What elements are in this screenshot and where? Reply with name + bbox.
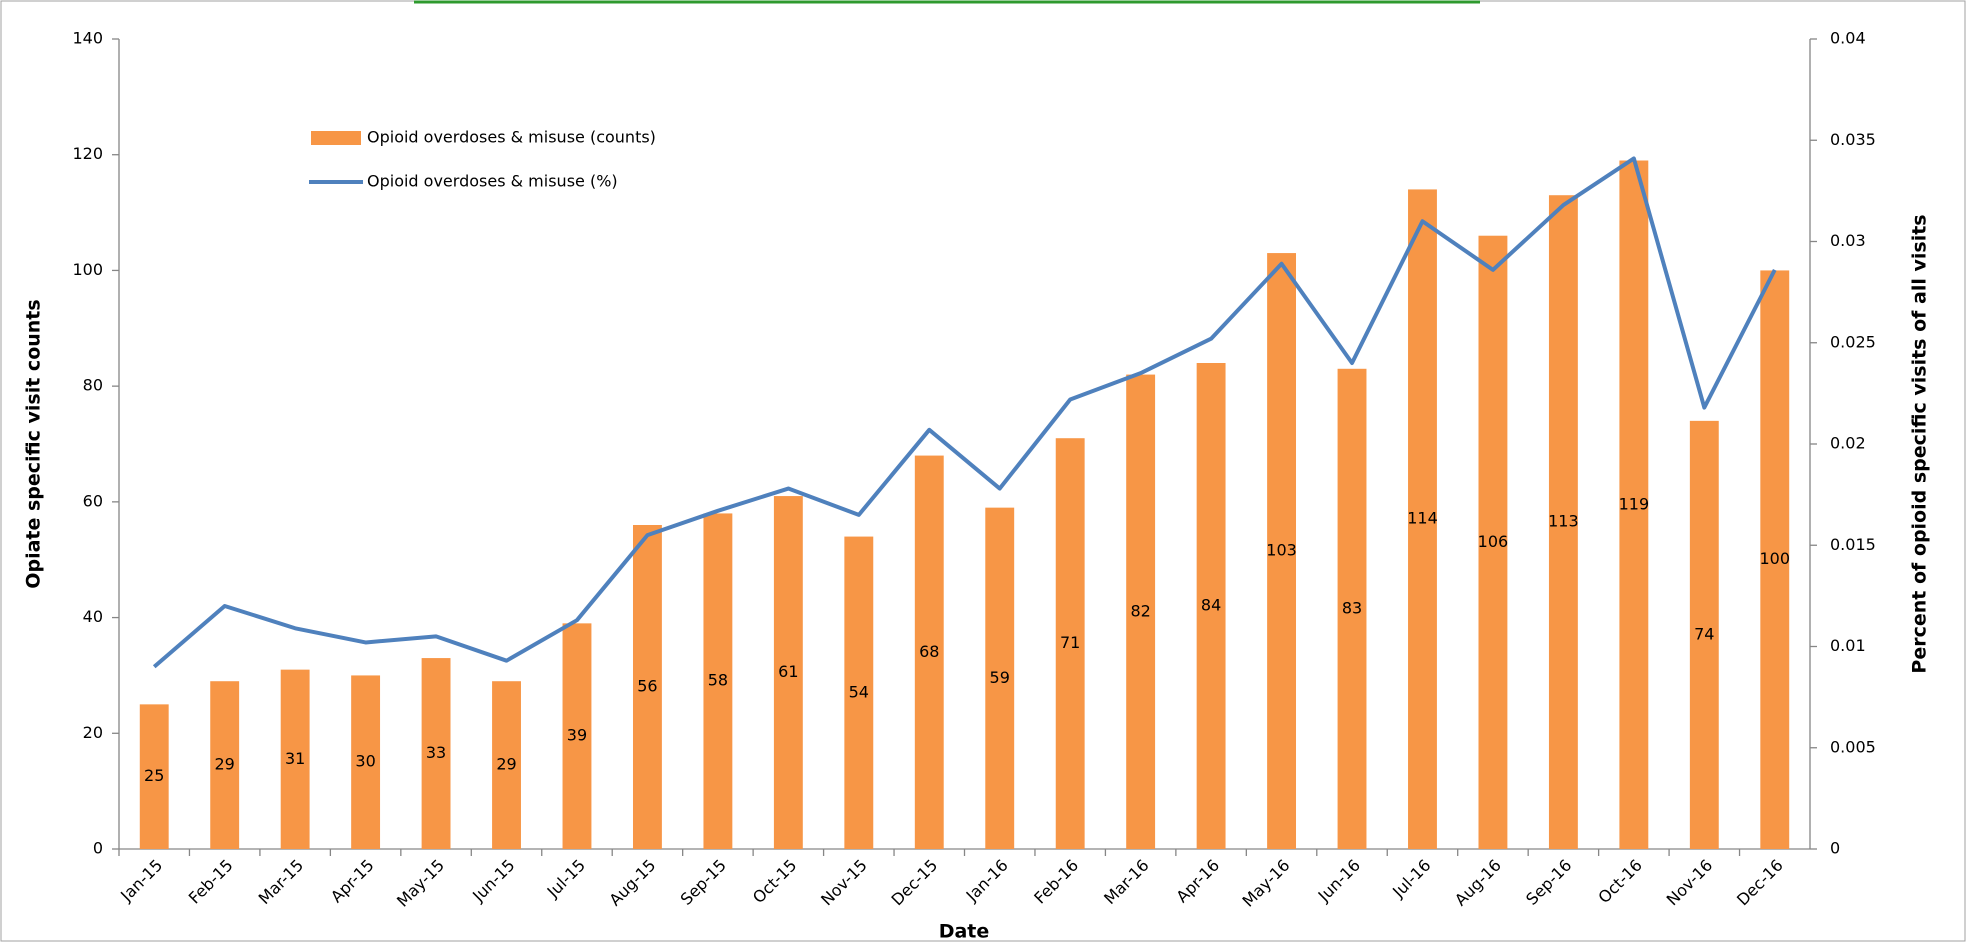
y2-tick-label: 0.04: [1830, 29, 1866, 48]
data-label: 71: [1060, 633, 1080, 652]
bar: [210, 681, 240, 849]
data-label: 84: [1201, 596, 1221, 615]
bar: [1619, 160, 1649, 849]
data-label: 74: [1694, 624, 1714, 643]
y-tick-label: 40: [83, 607, 103, 626]
legend-swatch: [311, 131, 361, 145]
bar: [844, 536, 874, 849]
bar: [1548, 195, 1578, 849]
y-tick-label: 20: [83, 723, 103, 742]
y2-tick-label: 0.005: [1830, 737, 1876, 756]
data-label: 30: [355, 752, 375, 771]
data-label: 119: [1619, 494, 1650, 513]
data-label: 33: [426, 743, 446, 762]
y-tick-label: 120: [72, 144, 103, 163]
bar: [492, 681, 521, 849]
data-label: 83: [1342, 598, 1362, 617]
bar: [421, 658, 451, 849]
y2-axis-title: Percent of opioid specific visits of all…: [1909, 214, 1931, 673]
y2-tick-label: 0.01: [1830, 636, 1866, 655]
y-tick-label: 80: [83, 376, 103, 395]
bar: [351, 675, 381, 849]
data-label: 82: [1130, 601, 1150, 620]
bar: [1478, 235, 1508, 849]
data-label: 59: [990, 668, 1010, 687]
data-label: 39: [567, 726, 587, 745]
data-label: 100: [1759, 549, 1790, 568]
y-tick-label: 140: [72, 29, 103, 48]
line: [152, 156, 1777, 669]
y-axis-title: Opiate specific visit counts: [23, 299, 45, 588]
bar: [1689, 420, 1719, 849]
data-label: 61: [778, 662, 798, 681]
y2-tick-label: 0.035: [1830, 130, 1876, 149]
bar: [280, 669, 310, 849]
bar: [632, 525, 662, 849]
bar: [773, 496, 803, 849]
y-tick-label: 100: [72, 260, 103, 279]
legend-label: Opioid overdoses & misuse (%): [367, 172, 618, 191]
data-label: 103: [1266, 541, 1297, 560]
y2-tick-label: 0.015: [1830, 535, 1876, 554]
bar: [703, 513, 733, 849]
bar: [1267, 253, 1297, 850]
data-label: 54: [849, 682, 869, 701]
bar: [1337, 368, 1367, 849]
data-label: 29: [496, 755, 516, 774]
data-label: 106: [1478, 532, 1509, 551]
y2-tick-label: 0.025: [1830, 332, 1876, 351]
data-label: 58: [708, 671, 728, 690]
bar: [1055, 438, 1085, 849]
data-label: 56: [637, 677, 657, 696]
y-tick-label: 0: [93, 839, 103, 858]
data-label: 31: [285, 749, 305, 768]
legend-label: Opioid overdoses & misuse (counts): [367, 128, 656, 147]
y2-tick-label: 0: [1830, 839, 1840, 858]
bar: [1408, 189, 1437, 849]
data-label: 68: [919, 642, 939, 661]
bar: [562, 623, 592, 849]
y2-tick-label: 0.03: [1830, 231, 1866, 250]
y2-tick-label: 0.02: [1830, 434, 1866, 453]
bar: [985, 507, 1015, 849]
bar: [1196, 363, 1226, 849]
data-label: 113: [1548, 512, 1579, 531]
bar: [914, 455, 944, 849]
bar: [139, 704, 169, 849]
data-label: 25: [144, 766, 164, 785]
data-label: 114: [1407, 509, 1438, 528]
x-axis-title: Date: [939, 921, 990, 943]
y-tick-label: 60: [83, 491, 103, 510]
bar: [1760, 270, 1790, 849]
bar: [1126, 374, 1156, 849]
data-label: 29: [215, 755, 235, 774]
